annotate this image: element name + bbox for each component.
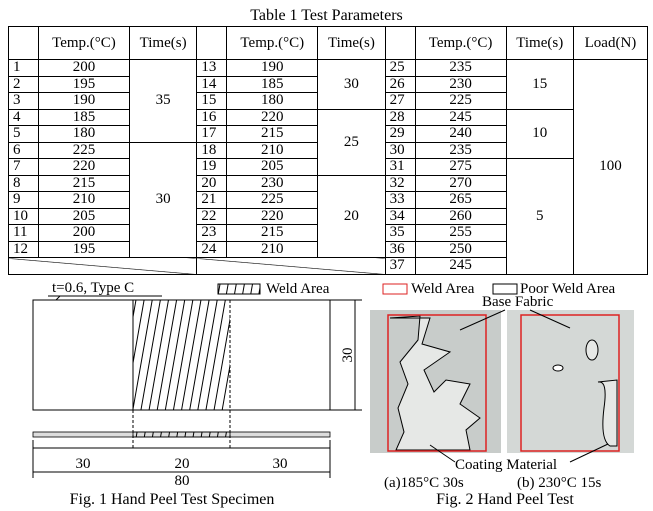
- total-dim: 80: [175, 473, 190, 489]
- figure-caption: Fig. 1 Hand Peel Test Specimen: [70, 491, 275, 508]
- weld-legend: Weld Area: [266, 281, 330, 297]
- weld-legend: Weld Area: [411, 281, 475, 297]
- spec-label: t=0.6, Type C: [52, 280, 134, 296]
- page: Table 1 Test Parameters Temp.(°C)Time(s)…: [0, 0, 653, 511]
- coating-label: Coating Material: [455, 457, 557, 473]
- photo-label: (a)185°C 30s: [384, 475, 464, 491]
- base-fabric-label: Base Fabric: [482, 294, 554, 310]
- dim-label: 20: [175, 456, 190, 472]
- figure-1: t=0.6, Type C Weld Area 30 30 20 30 80 F…: [33, 280, 362, 508]
- photo-label: (b) 230°C 15s: [517, 475, 601, 491]
- dim-label: 30: [76, 456, 91, 472]
- width-dim: 30: [340, 348, 356, 363]
- figure-caption: Fig. 2 Hand Peel Test: [436, 491, 574, 508]
- figures: t=0.6, Type C Weld Area 30 30 20 30 80 F…: [0, 0, 653, 511]
- dim-label: 30: [273, 456, 288, 472]
- figure-2: Weld Area Poor Weld Area Base Fabric Coa…: [370, 281, 634, 508]
